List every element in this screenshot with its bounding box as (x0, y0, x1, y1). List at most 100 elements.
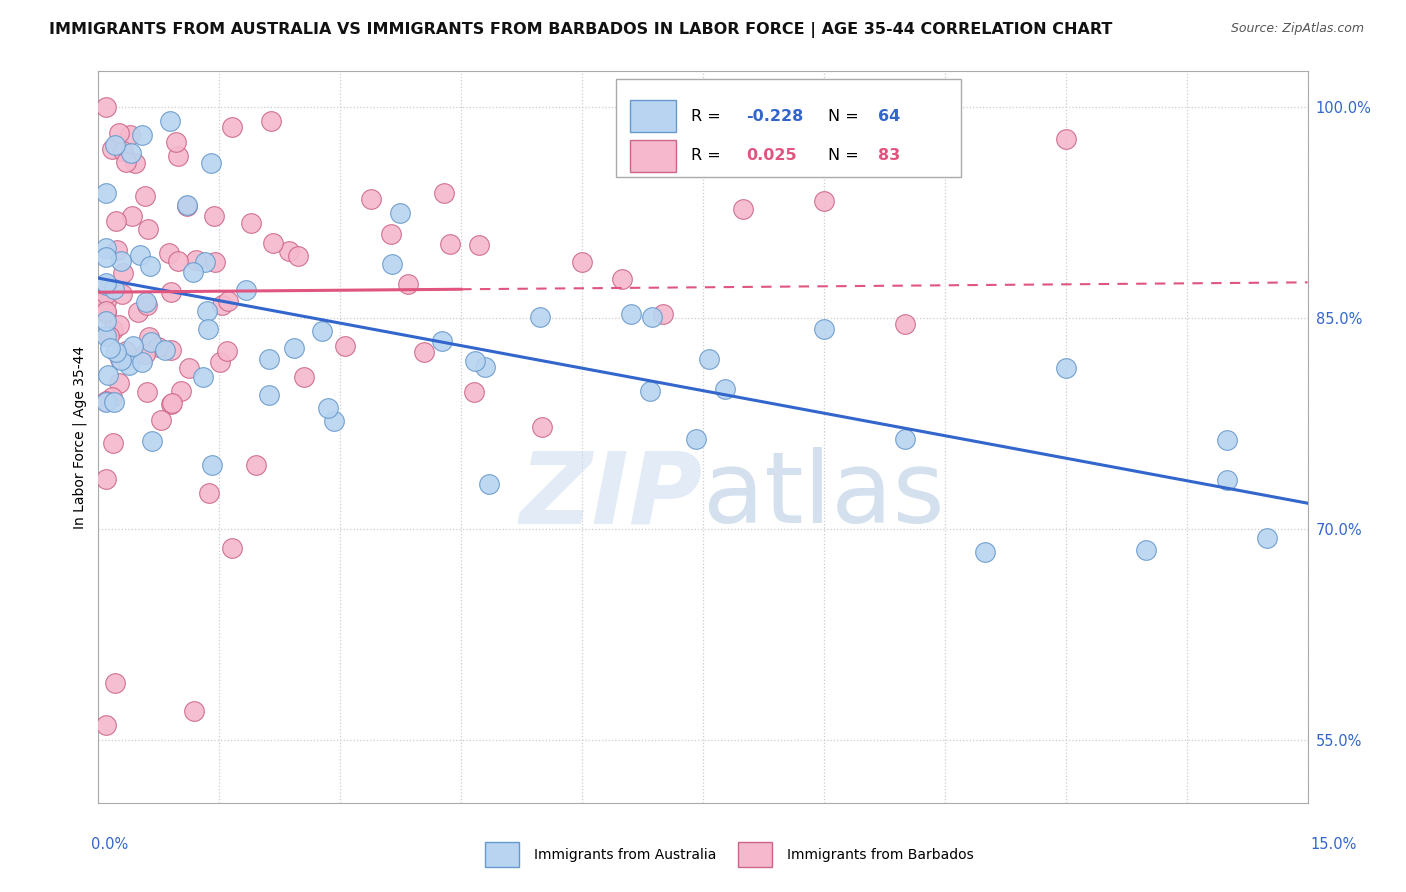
Text: 64: 64 (879, 109, 901, 124)
Point (430, 334, 453, 348)
Point (283, 342, 305, 356)
Point (131, 355, 153, 369)
Point (714, 382, 737, 396)
Point (103, 282, 125, 296)
Point (396, 277, 419, 291)
Point (381, 257, 404, 271)
Text: Source: ZipAtlas.com: Source: ZipAtlas.com (1230, 22, 1364, 36)
Point (114, 343, 136, 358)
Point (245, 458, 267, 472)
Point (278, 244, 301, 258)
Point (813, 194, 835, 208)
Point (211, 298, 233, 312)
Point (638, 384, 661, 398)
Point (388, 206, 411, 220)
Bar (630, 140, 676, 172)
Point (139, 334, 162, 349)
Point (260, 113, 283, 128)
Bar (630, 100, 676, 132)
Point (134, 347, 156, 361)
Point (974, 545, 997, 559)
Point (529, 310, 551, 325)
Text: 15.0%: 15.0% (1310, 837, 1357, 852)
Point (733, 202, 755, 216)
Point (612, 272, 634, 286)
Text: R =: R = (690, 109, 725, 124)
Point (165, 136, 187, 150)
Point (121, 209, 143, 223)
Point (159, 113, 181, 128)
Point (464, 354, 486, 368)
Point (134, 189, 156, 203)
Text: 0.025: 0.025 (747, 148, 797, 163)
Point (813, 322, 835, 336)
Point (202, 209, 225, 223)
Point (651, 307, 673, 321)
Point (131, 128, 153, 142)
Y-axis label: In Labor Force | Age 35-44: In Labor Force | Age 35-44 (73, 345, 87, 529)
Point (201, 458, 224, 472)
Point (311, 325, 333, 339)
Point (96, 278, 118, 293)
Point (217, 294, 239, 309)
Point (141, 434, 163, 448)
Point (433, 186, 456, 200)
Point (1256, 531, 1278, 545)
Point (114, 155, 136, 169)
Point (98, 329, 121, 343)
Point (120, 128, 142, 142)
Point (235, 283, 257, 297)
Point (697, 351, 720, 366)
Point (380, 227, 402, 241)
Text: 0.0%: 0.0% (91, 837, 128, 852)
Point (98, 342, 121, 356)
Point (262, 235, 284, 250)
Point (287, 249, 309, 263)
Point (96, 276, 118, 290)
Point (160, 397, 183, 411)
Point (138, 330, 160, 344)
Text: 83: 83 (879, 148, 901, 163)
Point (96, 328, 118, 343)
Point (620, 307, 643, 321)
Point (167, 148, 190, 162)
Point (197, 322, 219, 336)
FancyBboxPatch shape (616, 78, 960, 178)
Point (104, 345, 127, 359)
Point (257, 388, 280, 402)
Point (167, 254, 190, 268)
Point (136, 221, 159, 235)
Point (108, 318, 131, 333)
Point (160, 396, 183, 410)
Point (103, 395, 125, 409)
Point (139, 260, 162, 274)
Text: ZIP: ZIP (520, 447, 703, 544)
Point (112, 266, 135, 280)
Point (135, 294, 157, 309)
Text: IMMIGRANTS FROM AUSTRALIA VS IMMIGRANTS FROM BARBADOS IN LABOR FORCE | AGE 35-44: IMMIGRANTS FROM AUSTRALIA VS IMMIGRANTS … (49, 22, 1112, 38)
Point (153, 343, 176, 358)
Point (104, 214, 127, 228)
Point (640, 310, 662, 324)
Point (240, 216, 263, 230)
Point (1216, 434, 1239, 448)
Point (191, 370, 214, 384)
Point (127, 305, 149, 319)
Point (160, 285, 183, 299)
Point (195, 303, 218, 318)
Point (136, 384, 159, 399)
Point (685, 432, 707, 446)
Point (96, 393, 118, 408)
Point (108, 376, 131, 391)
Point (108, 127, 131, 141)
Text: N =: N = (828, 148, 863, 163)
Point (194, 255, 217, 269)
Text: Immigrants from Barbados: Immigrants from Barbados (787, 847, 974, 862)
Point (96, 472, 118, 486)
Point (101, 142, 124, 156)
Point (176, 199, 198, 213)
Point (468, 238, 491, 252)
Point (136, 298, 159, 312)
Point (110, 254, 132, 268)
Point (121, 339, 143, 353)
